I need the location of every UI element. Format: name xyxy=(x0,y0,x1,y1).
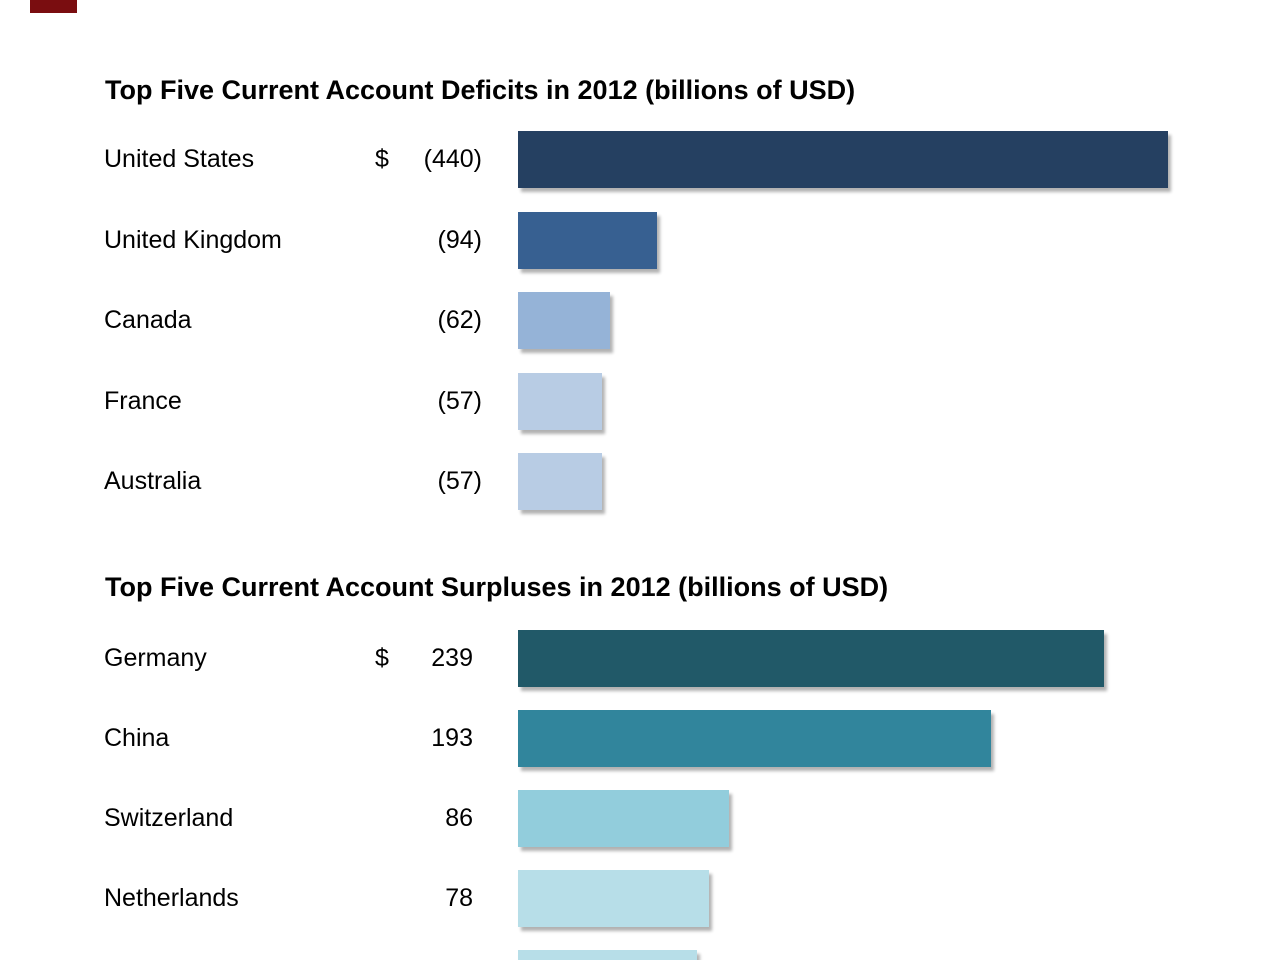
bar-row xyxy=(0,950,1280,960)
country-label: Switzerland xyxy=(104,804,234,832)
value-label: 86 xyxy=(445,804,473,832)
bar xyxy=(518,710,991,767)
value-label: 78 xyxy=(445,884,473,912)
chart-title: Top Five Current Account Surpluses in 20… xyxy=(105,572,889,602)
country-label: France xyxy=(104,386,182,415)
country-label: United Kingdom xyxy=(104,225,282,254)
bar xyxy=(518,372,602,430)
value-label: (62) xyxy=(437,306,482,334)
value-label: (57) xyxy=(437,386,482,415)
country-label: Canada xyxy=(104,306,192,334)
currency-symbol: $ xyxy=(375,145,389,173)
bar-row: United States $ (440) xyxy=(0,131,1280,212)
bar xyxy=(518,211,657,269)
bar-rows: United States $ (440) United Kingdom (94… xyxy=(0,131,1280,534)
bar-rows: Germany $ 239 China 193 Switzerland 86 N… xyxy=(0,630,1280,960)
country-label: Australia xyxy=(104,467,202,495)
bar-row: Germany $ 239 xyxy=(0,630,1280,710)
value-label: 193 xyxy=(431,724,473,752)
country-label: United States xyxy=(104,145,255,173)
bar xyxy=(518,950,697,960)
bar xyxy=(518,630,1104,687)
country-label: Netherlands xyxy=(104,884,239,912)
chart-title: Top Five Current Account Deficits in 201… xyxy=(105,75,856,105)
country-label: China xyxy=(104,724,170,752)
value-label: (94) xyxy=(437,225,482,254)
bar xyxy=(518,453,602,510)
bar-row: United Kingdom (94) xyxy=(0,211,1280,293)
surpluses-chart: Top Five Current Account Surpluses in 20… xyxy=(0,571,1280,960)
bar-row: Australia (57) xyxy=(0,453,1280,534)
value-label: 239 xyxy=(431,644,473,672)
bar xyxy=(518,131,1168,188)
value-label: (440) xyxy=(423,145,482,173)
bar xyxy=(518,870,709,927)
red-artifact-mark xyxy=(30,0,77,13)
bar-row: France (57) xyxy=(0,372,1280,454)
deficits-chart: Top Five Current Account Deficits in 201… xyxy=(0,74,1280,544)
currency-symbol: $ xyxy=(375,644,389,672)
bar-row: Netherlands 78 xyxy=(0,870,1280,950)
bar xyxy=(518,790,729,847)
bar-row: China 193 xyxy=(0,710,1280,790)
bar-row: Canada (62) xyxy=(0,292,1280,373)
bar-row: Switzerland 86 xyxy=(0,790,1280,870)
bar xyxy=(518,292,610,349)
country-label: Germany xyxy=(104,644,207,672)
value-label: (57) xyxy=(437,467,482,495)
